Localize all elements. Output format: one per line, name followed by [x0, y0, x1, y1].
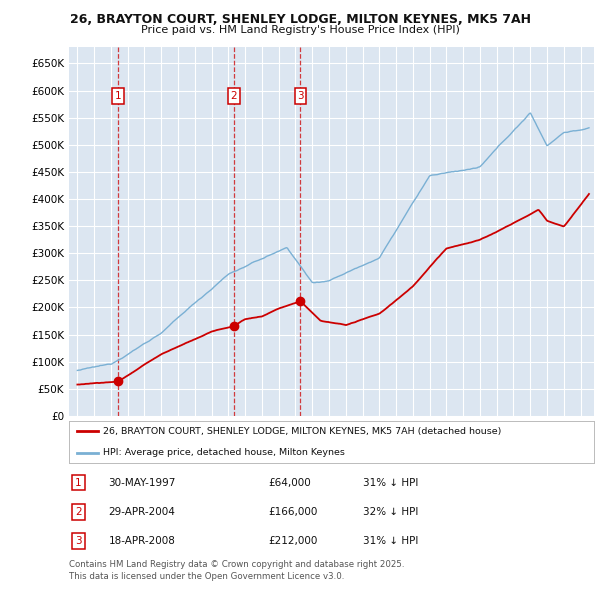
Text: 30-MAY-1997: 30-MAY-1997	[109, 477, 176, 487]
Text: £64,000: £64,000	[269, 477, 311, 487]
Text: 29-APR-2004: 29-APR-2004	[109, 507, 175, 517]
Text: 1: 1	[75, 477, 82, 487]
Text: 18-APR-2008: 18-APR-2008	[109, 536, 175, 546]
Text: 2: 2	[75, 507, 82, 517]
Text: 26, BRAYTON COURT, SHENLEY LODGE, MILTON KEYNES, MK5 7AH (detached house): 26, BRAYTON COURT, SHENLEY LODGE, MILTON…	[103, 427, 502, 436]
Text: 32% ↓ HPI: 32% ↓ HPI	[363, 507, 418, 517]
Text: 2: 2	[230, 91, 237, 101]
Text: £166,000: £166,000	[269, 507, 318, 517]
Text: Contains HM Land Registry data © Crown copyright and database right 2025.
This d: Contains HM Land Registry data © Crown c…	[69, 560, 404, 581]
Text: 26, BRAYTON COURT, SHENLEY LODGE, MILTON KEYNES, MK5 7AH: 26, BRAYTON COURT, SHENLEY LODGE, MILTON…	[70, 13, 530, 26]
Text: £212,000: £212,000	[269, 536, 318, 546]
Text: Price paid vs. HM Land Registry's House Price Index (HPI): Price paid vs. HM Land Registry's House …	[140, 25, 460, 35]
Text: 31% ↓ HPI: 31% ↓ HPI	[363, 477, 418, 487]
Text: 31% ↓ HPI: 31% ↓ HPI	[363, 536, 418, 546]
Text: 1: 1	[115, 91, 121, 101]
Text: 3: 3	[297, 91, 304, 101]
Text: 3: 3	[75, 536, 82, 546]
Text: HPI: Average price, detached house, Milton Keynes: HPI: Average price, detached house, Milt…	[103, 448, 345, 457]
